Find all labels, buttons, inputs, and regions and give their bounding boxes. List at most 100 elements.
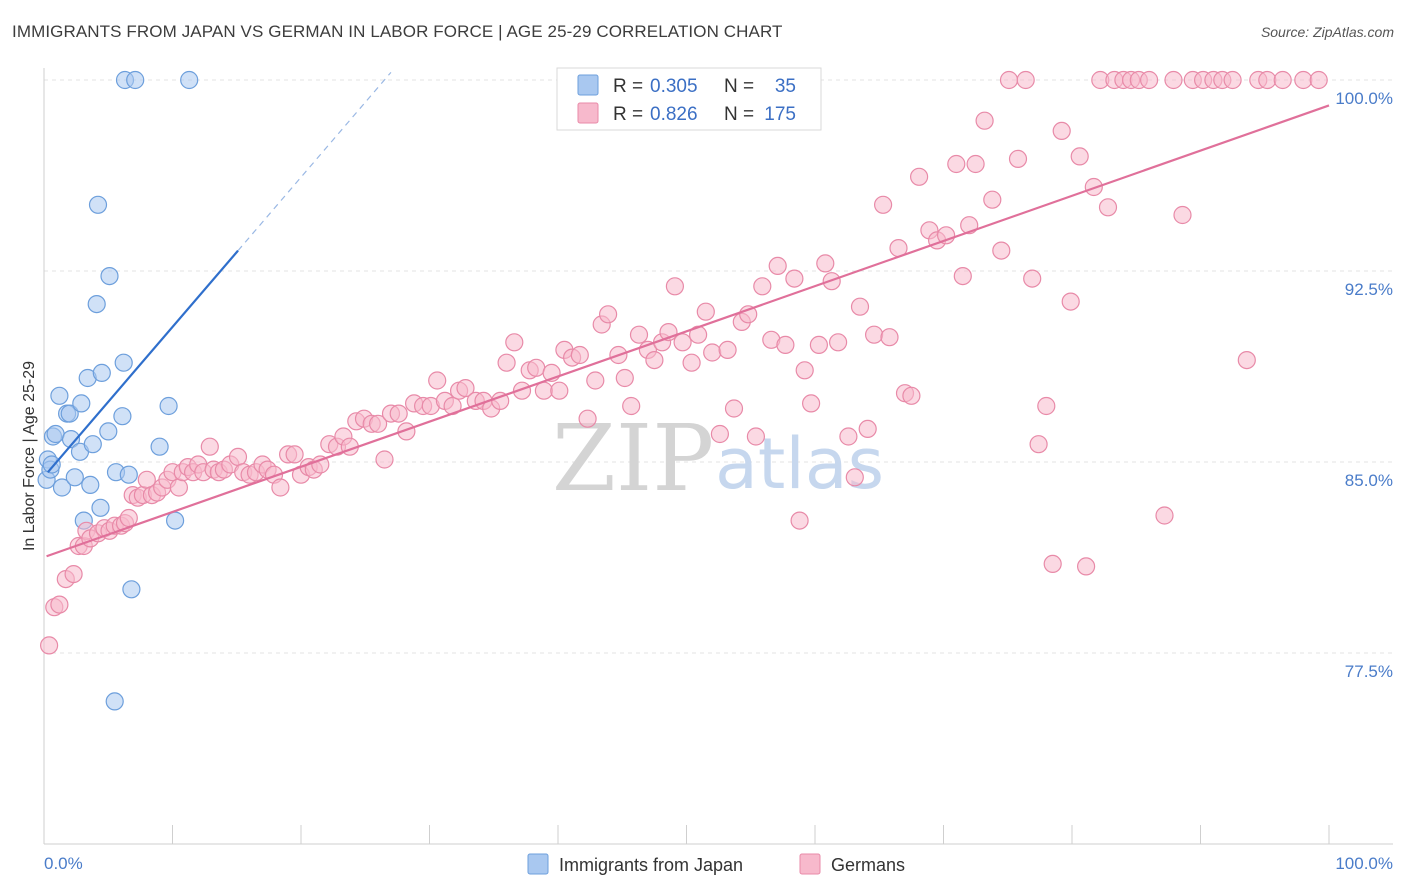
y-axis-title: In Labor Force | Age 25-29 xyxy=(21,361,38,551)
point-german xyxy=(976,112,993,129)
point-german xyxy=(1165,72,1182,89)
point-japan xyxy=(127,72,144,89)
point-german xyxy=(875,196,892,213)
point-german xyxy=(1044,555,1061,572)
point-german xyxy=(1259,72,1276,89)
point-german xyxy=(840,428,857,445)
legend-n-value-japan: 35 xyxy=(775,76,796,97)
point-japan xyxy=(84,436,101,453)
point-japan xyxy=(181,72,198,89)
point-german xyxy=(803,395,820,412)
point-german xyxy=(1053,122,1070,139)
point-german xyxy=(911,168,928,185)
point-german xyxy=(201,438,218,455)
point-german xyxy=(1224,72,1241,89)
point-german xyxy=(170,479,187,496)
point-japan xyxy=(101,268,118,285)
point-german xyxy=(817,255,834,272)
point-german xyxy=(791,512,808,529)
point-german xyxy=(1078,558,1095,575)
point-german xyxy=(683,354,700,371)
point-japan xyxy=(167,512,184,529)
point-german xyxy=(719,341,736,358)
point-german xyxy=(726,400,743,417)
point-japan xyxy=(92,499,109,516)
bottom-legend: Immigrants from Japan Germans xyxy=(528,854,905,875)
point-german xyxy=(984,191,1001,208)
bottom-legend-swatch-germans xyxy=(800,854,820,874)
point-japan xyxy=(93,364,110,381)
point-japan xyxy=(100,423,117,440)
point-japan xyxy=(151,438,168,455)
point-german xyxy=(1274,72,1291,89)
point-german xyxy=(967,156,984,173)
point-japan xyxy=(115,354,132,371)
point-german xyxy=(852,298,869,315)
point-german xyxy=(390,405,407,422)
point-german xyxy=(616,370,633,387)
point-japan xyxy=(82,476,99,493)
point-german xyxy=(623,398,640,415)
legend-r-value-germans: 0.826 xyxy=(650,104,698,125)
point-german xyxy=(1100,199,1117,216)
point-german xyxy=(1030,436,1047,453)
y-tick-label: 92.5% xyxy=(1345,280,1393,299)
legend-swatch-japan xyxy=(578,75,598,95)
point-german xyxy=(711,426,728,443)
point-german xyxy=(1071,148,1088,165)
point-german xyxy=(810,336,827,353)
point-japan xyxy=(123,581,140,598)
point-japan xyxy=(90,196,107,213)
legend-r-label-germans: R = xyxy=(613,104,643,125)
point-german xyxy=(286,446,303,463)
point-german xyxy=(600,306,617,323)
point-german xyxy=(120,510,137,527)
point-german xyxy=(1017,72,1034,89)
x-tick-label-max: 100.0% xyxy=(1335,854,1393,873)
point-german xyxy=(1001,72,1018,89)
watermark-zip: ZIP xyxy=(552,405,714,512)
grid-lines xyxy=(44,80,1393,653)
point-german xyxy=(866,326,883,343)
point-german xyxy=(230,448,247,465)
point-german xyxy=(631,326,648,343)
y-tick-label: 77.5% xyxy=(1345,662,1393,681)
point-japan xyxy=(88,296,105,313)
point-german xyxy=(1295,72,1312,89)
y-tick-label: 85.0% xyxy=(1345,471,1393,490)
point-german xyxy=(948,156,965,173)
point-german xyxy=(1174,207,1191,224)
point-german xyxy=(993,242,1010,259)
point-german xyxy=(846,469,863,486)
legend-n-value-germans: 175 xyxy=(764,104,796,125)
point-german xyxy=(697,303,714,320)
legend: R = 0.305 N = 35 R = 0.826 N = 175 xyxy=(557,68,821,130)
legend-swatch-germans xyxy=(578,103,598,123)
x-tick-label-min: 0.0% xyxy=(44,854,83,873)
point-japan xyxy=(160,398,177,415)
legend-r-label-japan: R = xyxy=(613,76,643,97)
y-tick-labels: 77.5%85.0%92.5%100.0% xyxy=(1335,89,1393,681)
point-german xyxy=(903,387,920,404)
point-japan xyxy=(114,408,131,425)
point-german xyxy=(587,372,604,389)
point-german xyxy=(272,479,289,496)
point-japan xyxy=(51,387,68,404)
point-german xyxy=(754,278,771,295)
point-german xyxy=(769,257,786,274)
point-german xyxy=(51,596,68,613)
point-german xyxy=(1156,507,1173,524)
point-german xyxy=(41,637,58,654)
point-german xyxy=(506,334,523,351)
watermark-atlas: atlas xyxy=(715,423,884,505)
point-german xyxy=(1238,352,1255,369)
point-german xyxy=(1038,398,1055,415)
bottom-legend-swatch-japan xyxy=(528,854,548,874)
point-german xyxy=(881,329,898,346)
point-german xyxy=(674,334,691,351)
point-german xyxy=(571,347,588,364)
legend-n-label-japan: N = xyxy=(724,76,754,97)
point-german xyxy=(954,268,971,285)
point-german xyxy=(704,344,721,361)
